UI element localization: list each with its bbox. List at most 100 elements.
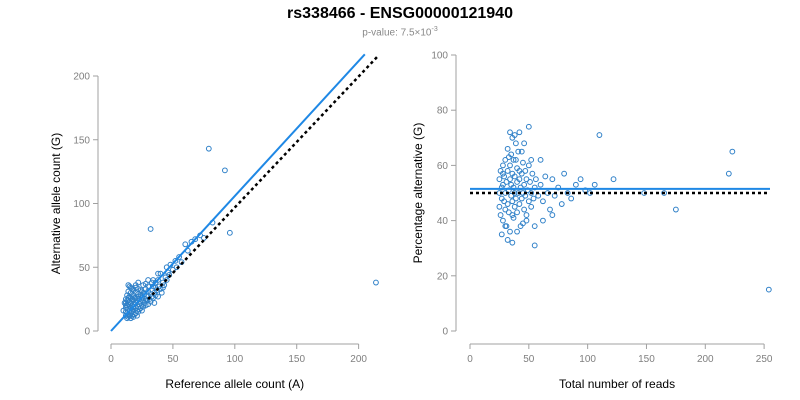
- data-point: [160, 284, 166, 291]
- y-tick-label: 0: [442, 327, 448, 338]
- data-point: [765, 286, 772, 293]
- data-point: [222, 167, 228, 174]
- chart-title: rs338466 - ENSG00000121940: [287, 5, 513, 22]
- data-point: [510, 156, 517, 163]
- data-point: [135, 279, 142, 286]
- data-point: [661, 190, 668, 196]
- x-axis-title: Reference allele count (A): [165, 377, 304, 391]
- data-point: [525, 198, 532, 205]
- data-point: [496, 176, 503, 183]
- data-point: [120, 307, 127, 314]
- x-tick-label: 50: [167, 354, 179, 365]
- data-point: [151, 300, 158, 306]
- y-tick-label: 100: [431, 51, 448, 62]
- data-point: [542, 173, 549, 180]
- data-point: [502, 156, 509, 163]
- data-point: [525, 162, 532, 169]
- data-point: [147, 226, 154, 232]
- data-point: [596, 132, 603, 138]
- data-point: [508, 192, 515, 199]
- y-tick-label: 100: [73, 199, 90, 210]
- data-point: [192, 236, 199, 243]
- data-point: [504, 145, 511, 152]
- data-point: [498, 184, 505, 191]
- data-point: [497, 212, 504, 218]
- data-point: [510, 214, 517, 221]
- data-point: [523, 217, 530, 224]
- data-point: [502, 206, 509, 213]
- data-point: [509, 198, 516, 205]
- data-point: [518, 148, 525, 155]
- data-point: [516, 129, 523, 136]
- data-point: [172, 257, 179, 264]
- data-point: [520, 159, 526, 166]
- data-point: [158, 289, 165, 296]
- data-point: [510, 184, 517, 191]
- data-point: [373, 279, 379, 286]
- data-point: [155, 293, 161, 300]
- y-tick-label: 40: [437, 216, 449, 227]
- x-tick-label: 200: [697, 354, 714, 365]
- data-point: [523, 212, 530, 218]
- data-point: [540, 198, 546, 205]
- data-point: [509, 239, 516, 246]
- data-point: [520, 220, 526, 227]
- data-point: [564, 190, 571, 196]
- data-point: [505, 209, 512, 216]
- y-tick-label: 20: [437, 271, 449, 282]
- data-point: [498, 231, 505, 238]
- data-point: [503, 179, 510, 185]
- percentage-scatter: 0 20 40 60 80 100 0 50 100 150 200 250 Total number …: [411, 51, 773, 392]
- data-point: [504, 237, 511, 243]
- data-point: [531, 223, 538, 230]
- data-point: [516, 176, 523, 183]
- data-point: [500, 217, 506, 224]
- y-axis-title: Alternative allele count (G): [49, 133, 63, 274]
- data-point: [125, 297, 132, 304]
- data-point: [226, 229, 233, 236]
- data-point: [516, 201, 523, 207]
- data-point: [528, 156, 535, 163]
- x-tick-label: 250: [756, 354, 773, 365]
- data-point: [537, 181, 544, 188]
- data-point: [512, 140, 519, 147]
- data-point: [549, 176, 556, 183]
- data-point: [507, 129, 513, 136]
- data-point: [507, 228, 513, 235]
- data-point: [540, 217, 546, 224]
- p-value-exponent: -3: [431, 26, 438, 33]
- data-point: [516, 168, 523, 174]
- data-point: [568, 195, 575, 202]
- y-tick-label: 0: [84, 327, 90, 338]
- data-point: [200, 235, 207, 241]
- fit-line: [110, 53, 366, 332]
- data-point: [529, 170, 536, 177]
- data-point: [501, 173, 508, 180]
- data-point: [528, 190, 535, 196]
- data-point: [528, 203, 535, 210]
- data-point: [522, 168, 529, 174]
- data-point: [507, 176, 513, 183]
- data-point: [530, 195, 537, 202]
- data-point: [514, 209, 520, 216]
- data-point: [729, 148, 736, 155]
- data-point: [509, 212, 516, 218]
- data-point: [205, 145, 212, 152]
- data-point: [129, 286, 135, 292]
- data-point: [504, 201, 511, 207]
- data-point: [507, 162, 513, 169]
- data-point: [511, 203, 518, 210]
- data-point: [555, 184, 562, 191]
- data-point: [549, 212, 556, 218]
- data-point: [496, 203, 503, 210]
- data-point: [142, 280, 149, 287]
- data-point: [511, 173, 518, 180]
- data-point: [527, 179, 533, 185]
- title-block: rs338466 - ENSG00000121940 p-value: 7.5×…: [0, 4, 800, 39]
- allele-count-scatter: 0 50 100 150 200 0 50 100 150 200 Reference allele…: [49, 53, 379, 391]
- data-point: [531, 184, 538, 191]
- data-point: [514, 228, 520, 235]
- x-axis-title: Total number of reads: [559, 377, 675, 391]
- y-tick-label: 200: [73, 72, 90, 83]
